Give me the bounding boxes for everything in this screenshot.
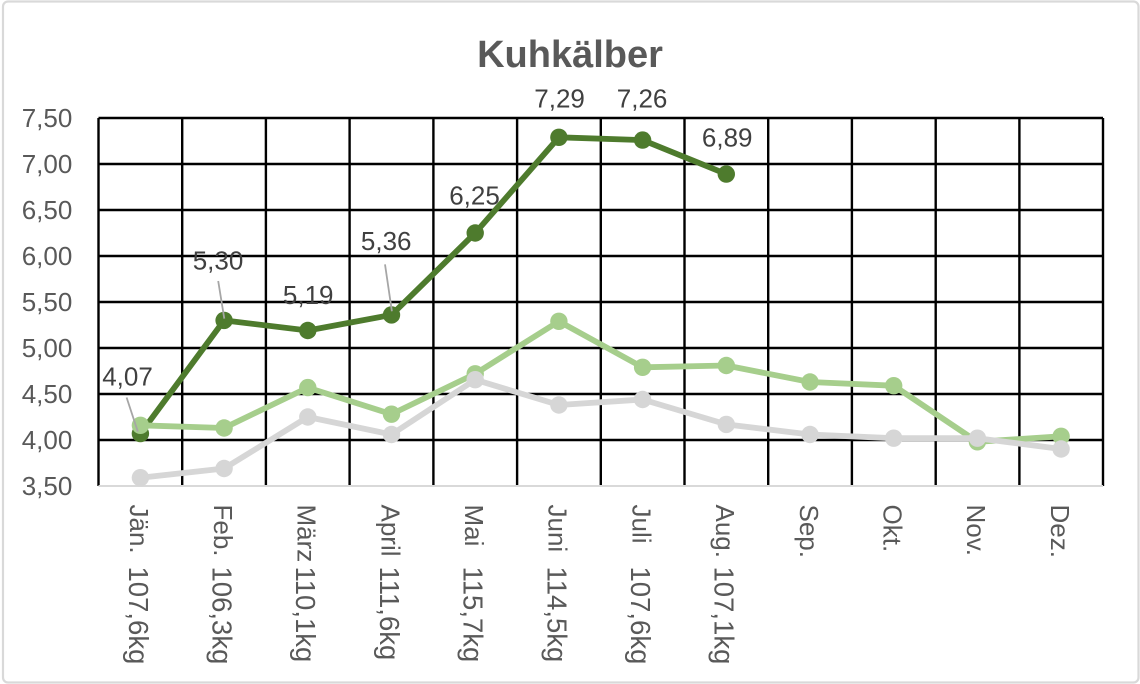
svg-text:4,00: 4,00 xyxy=(22,425,73,455)
svg-text:107,6kg: 107,6kg xyxy=(625,567,656,665)
svg-text:110,1kg: 110,1kg xyxy=(290,567,321,663)
svg-text:Dez.: Dez. xyxy=(1045,505,1075,558)
svg-text:März: März xyxy=(292,505,322,563)
svg-text:7,50: 7,50 xyxy=(22,103,73,133)
svg-text:Jän.: Jän. xyxy=(124,505,154,554)
svg-text:5,30: 5,30 xyxy=(193,246,244,276)
svg-text:6,50: 6,50 xyxy=(22,195,73,225)
svg-text:Juni: Juni xyxy=(543,505,573,553)
svg-text:114,5kg: 114,5kg xyxy=(541,567,572,663)
svg-text:6,25: 6,25 xyxy=(449,181,500,211)
svg-text:Nov.: Nov. xyxy=(961,505,991,557)
svg-text:7,00: 7,00 xyxy=(22,149,73,179)
svg-text:Okt.: Okt. xyxy=(878,505,908,553)
svg-text:4,07: 4,07 xyxy=(102,362,153,392)
svg-text:5,00: 5,00 xyxy=(22,333,73,363)
svg-text:7,26: 7,26 xyxy=(617,84,668,114)
svg-text:Sep.: Sep. xyxy=(794,505,824,559)
svg-text:6,00: 6,00 xyxy=(22,241,73,271)
svg-text:111,6kg: 111,6kg xyxy=(374,567,405,661)
svg-text:5,19: 5,19 xyxy=(283,280,334,310)
svg-text:3,50: 3,50 xyxy=(22,471,73,501)
svg-text:Juli: Juli xyxy=(626,505,656,544)
svg-text:7,29: 7,29 xyxy=(534,84,585,114)
svg-text:107,6kg: 107,6kg xyxy=(123,567,154,665)
svg-text:Feb.: Feb. xyxy=(208,505,238,557)
svg-text:106,3kg: 106,3kg xyxy=(207,567,238,665)
svg-text:April: April xyxy=(375,505,405,557)
svg-text:6,89: 6,89 xyxy=(702,122,753,152)
svg-text:Aug.: Aug. xyxy=(710,505,740,559)
svg-text:115,7kg: 115,7kg xyxy=(458,567,489,663)
svg-text:Mai: Mai xyxy=(459,505,489,547)
svg-text:4,50: 4,50 xyxy=(22,379,73,409)
svg-text:5,50: 5,50 xyxy=(22,287,73,317)
svg-text:5,36: 5,36 xyxy=(361,226,412,256)
svg-text:107,1kg: 107,1kg xyxy=(709,567,740,665)
svg-text:Kuhkälber: Kuhkälber xyxy=(477,34,663,76)
